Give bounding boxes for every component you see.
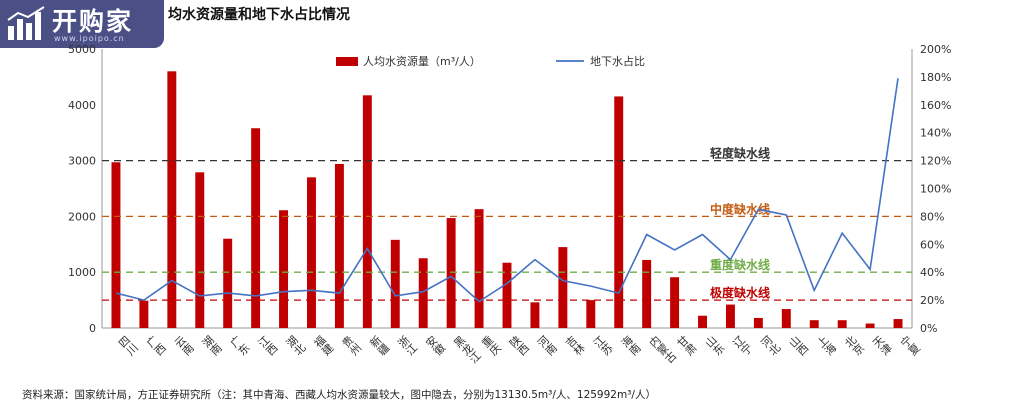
y-left-tick-label: 4000	[68, 99, 96, 112]
threshold-label: 重度缺水线	[710, 257, 770, 272]
y-left-tick-label: 3000	[68, 155, 96, 168]
threshold-label: 轻度缺水线	[710, 146, 770, 161]
bar-湖南	[195, 172, 205, 328]
threshold-label: 中度缺水线	[710, 201, 770, 216]
bar-安徽	[418, 258, 428, 328]
bar-江西	[251, 128, 261, 328]
y-right-tick-label: 180%	[920, 71, 951, 84]
legend-bar-label: 人均水资源量（m³/人）	[363, 54, 481, 68]
x-tick-label: 辽宁	[730, 333, 755, 358]
chart-area: 0 1000 2000 3000 4000 5000 0% 20% 40% 60% 80% 100% 1…	[68, 43, 951, 366]
bar-北京	[837, 320, 847, 328]
bar-陕西	[502, 262, 512, 328]
x-tick-label: 福建	[310, 332, 336, 358]
bar-广西	[139, 300, 149, 328]
bar-山东	[698, 315, 707, 328]
x-tick-label: 广东	[227, 333, 252, 358]
bar-广东	[223, 238, 233, 328]
bar-福建	[307, 177, 316, 328]
bar-四川	[111, 162, 121, 328]
bar-宁夏	[893, 319, 903, 328]
logo: 开购家 www.ipoipo.cn	[0, 0, 164, 48]
threshold-label: 极度缺水线	[710, 285, 770, 300]
y-left-tick-label: 2000	[68, 210, 96, 223]
bar-云南	[167, 71, 177, 328]
x-tick-label: 河北	[758, 333, 783, 358]
legend-line-label: 地下水占比	[590, 54, 645, 68]
x-tick-label: 北京	[841, 333, 866, 358]
x-tick-label: 陕西	[505, 332, 531, 358]
bar-海南	[614, 96, 624, 329]
x-tick-label: 江西	[255, 333, 280, 358]
x-tick-label: 广西	[143, 333, 168, 358]
x-tick-label: 湖北	[283, 333, 308, 358]
y-right-tick-label: 120%	[920, 155, 951, 168]
x-tick-label: 贵州	[339, 333, 364, 358]
bar-重庆	[474, 209, 484, 328]
x-tick-label: 安徽	[422, 332, 448, 358]
y-right-tick-label: 160%	[920, 99, 951, 112]
logo-text: 开购家	[52, 7, 134, 36]
bar-天津	[865, 323, 875, 328]
bar-江苏	[586, 300, 596, 328]
y-right-tick-label: 40%	[920, 266, 944, 279]
y-left-tick-label: 0	[89, 322, 96, 335]
x-tick-label: 湖南	[199, 333, 224, 358]
x-tick-label: 山东	[702, 333, 727, 358]
x-tick-label: 新疆	[366, 332, 392, 358]
x-tick-label: 河南	[534, 333, 559, 358]
bar-河北	[753, 317, 763, 328]
bar-上海	[809, 320, 819, 328]
page-title: 均水资源量和地下水占比情况	[168, 7, 350, 23]
y-left-tick-label: 1000	[68, 266, 96, 279]
bar-chart-logo-icon	[7, 6, 45, 40]
x-tick-label: 浙江	[394, 333, 419, 358]
y-left-tick-label: 5000	[68, 43, 96, 56]
bar-甘肃	[670, 277, 680, 328]
line-series-groundwater	[115, 78, 899, 303]
y-right-tick-label: 140%	[920, 127, 951, 140]
x-tick-label: 重庆	[478, 332, 504, 358]
bar-辽宁	[725, 304, 735, 328]
x-tick-label: 四川	[115, 333, 140, 358]
y-right-tick-label: 20%	[920, 294, 944, 307]
bar-山西	[781, 309, 791, 328]
y-right-tick-label: 100%	[920, 183, 951, 196]
x-tick-label: 宁夏	[897, 332, 923, 358]
y-right-tick-label: 200%	[920, 43, 951, 56]
x-tick-label: 吉林	[562, 333, 587, 358]
x-tick-label: 云南	[171, 333, 196, 358]
bar-内蒙古	[642, 259, 652, 328]
x-tick-label: 黑龙江	[450, 333, 483, 366]
bar-吉林	[558, 247, 568, 328]
y-right-tick-label: 0%	[920, 322, 937, 335]
legend-bar-swatch	[336, 57, 358, 66]
bar-湖北	[279, 210, 289, 328]
x-tick-label: 天津	[870, 333, 895, 358]
bar-贵州	[334, 163, 344, 328]
x-tick-label: 内蒙古	[645, 332, 678, 365]
x-tick-label: 上海	[813, 333, 838, 358]
x-tick-label: 甘肃	[674, 333, 699, 358]
x-tick-label: 山西	[785, 333, 810, 358]
bar-新疆	[362, 95, 372, 329]
x-tick-label: 海南	[617, 332, 643, 358]
y-right-tick-label: 80%	[920, 210, 944, 223]
logo-url: www.ipoipo.cn	[54, 34, 125, 43]
source-note: 资料来源：国家统计局，方正证券研究所（注：其中青海、西藏人均水资源量较大，图中隐…	[22, 389, 656, 401]
bar-黑龙江	[446, 218, 456, 328]
y-right-tick-label: 60%	[920, 238, 944, 251]
bar-浙江	[390, 239, 400, 328]
bar-河南	[530, 302, 540, 328]
x-tick-label: 江苏	[590, 333, 615, 358]
